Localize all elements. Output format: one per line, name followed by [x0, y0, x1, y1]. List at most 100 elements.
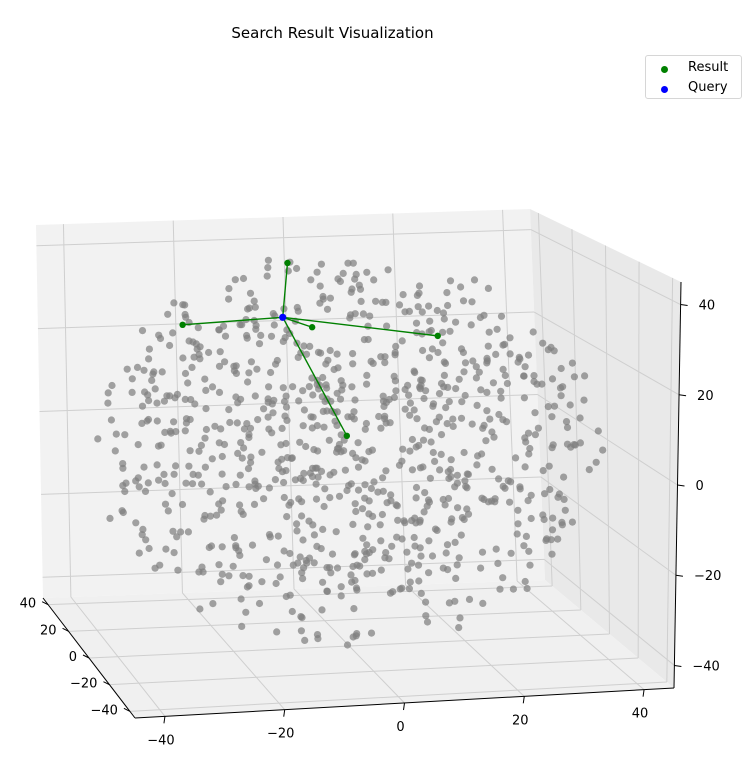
background-point: [503, 379, 511, 388]
background-point: [218, 570, 226, 578]
background-point: [245, 582, 253, 590]
background-point: [352, 454, 360, 462]
background-point: [351, 500, 359, 508]
background-point: [452, 318, 460, 326]
background-point: [570, 373, 579, 381]
background-point: [264, 256, 272, 264]
background-point: [239, 274, 248, 283]
background-point: [264, 413, 272, 421]
y-tick-label: 40: [20, 597, 37, 612]
background-point: [221, 358, 229, 366]
background-point: [382, 298, 390, 306]
background-point: [194, 471, 202, 479]
background-point: [388, 542, 396, 550]
background-point: [325, 436, 333, 444]
background-point: [362, 419, 370, 428]
background-point: [181, 369, 190, 378]
background-point: [195, 447, 203, 455]
background-point: [362, 550, 371, 558]
background-point: [215, 388, 224, 396]
background-point: [348, 413, 356, 421]
background-point: [299, 387, 307, 395]
background-point: [473, 401, 481, 409]
background-point: [599, 446, 607, 454]
result-point: [179, 321, 186, 329]
background-point: [245, 572, 253, 580]
background-point: [314, 348, 323, 356]
background-point: [341, 466, 349, 474]
background-point: [268, 429, 276, 437]
background-point: [364, 523, 372, 531]
background-point: [296, 438, 304, 446]
background-point: [546, 485, 554, 494]
background-point: [348, 383, 356, 391]
background-point: [298, 512, 306, 520]
background-point: [245, 483, 253, 491]
background-point: [284, 267, 292, 275]
background-point: [294, 353, 302, 361]
background-point: [420, 394, 428, 403]
background-point: [221, 332, 230, 340]
background-point: [410, 367, 418, 375]
background-point: [416, 518, 424, 526]
background-point: [354, 486, 363, 494]
background-point: [251, 303, 259, 311]
background-point: [172, 462, 180, 470]
background-point: [398, 535, 406, 543]
background-point: [217, 578, 225, 586]
background-point: [343, 486, 351, 495]
background-point: [282, 592, 290, 601]
result-points: [179, 259, 441, 440]
x-tick: [283, 709, 286, 717]
background-point: [243, 334, 251, 342]
background-point: [439, 339, 447, 347]
background-point: [173, 533, 181, 541]
background-point: [592, 458, 600, 466]
background-point: [363, 541, 371, 549]
background-point: [468, 420, 476, 428]
background-point: [312, 495, 321, 503]
background-point: [112, 430, 120, 438]
background-point: [233, 419, 241, 427]
background-point: [166, 392, 174, 400]
background-point: [297, 613, 305, 621]
background-point: [492, 545, 500, 553]
background-point: [271, 476, 279, 484]
x-tick: [642, 689, 645, 697]
background-point: [293, 520, 301, 528]
background-point: [145, 345, 153, 353]
background-point: [128, 375, 136, 383]
background-point: [429, 400, 438, 408]
background-point: [349, 360, 357, 368]
background-point: [153, 461, 161, 469]
background-point: [181, 301, 189, 309]
y-tick: [103, 681, 110, 686]
background-point: [181, 395, 189, 403]
background-point: [408, 559, 416, 567]
background-point: [370, 478, 378, 486]
background-point: [415, 441, 423, 450]
background-point: [539, 511, 547, 519]
background-point: [104, 389, 112, 397]
background-point: [205, 348, 213, 357]
background-point: [357, 297, 365, 305]
background-point: [262, 556, 270, 564]
z-tick-label: 0: [696, 479, 704, 494]
background-point: [381, 359, 389, 367]
background-point: [416, 464, 425, 472]
background-point: [470, 276, 479, 284]
grid-line-z-back: [39, 394, 538, 412]
legend-label-query: Query: [688, 80, 728, 95]
background-point: [367, 357, 375, 365]
background-point: [446, 327, 454, 335]
background-point: [453, 471, 461, 479]
background-point: [417, 589, 425, 598]
background-point: [439, 328, 447, 336]
background-point: [178, 500, 187, 509]
background-point: [337, 377, 345, 385]
background-point: [456, 614, 464, 622]
background-point: [534, 424, 543, 432]
background-point: [300, 406, 308, 414]
background-point: [500, 340, 509, 348]
background-point: [250, 316, 258, 325]
